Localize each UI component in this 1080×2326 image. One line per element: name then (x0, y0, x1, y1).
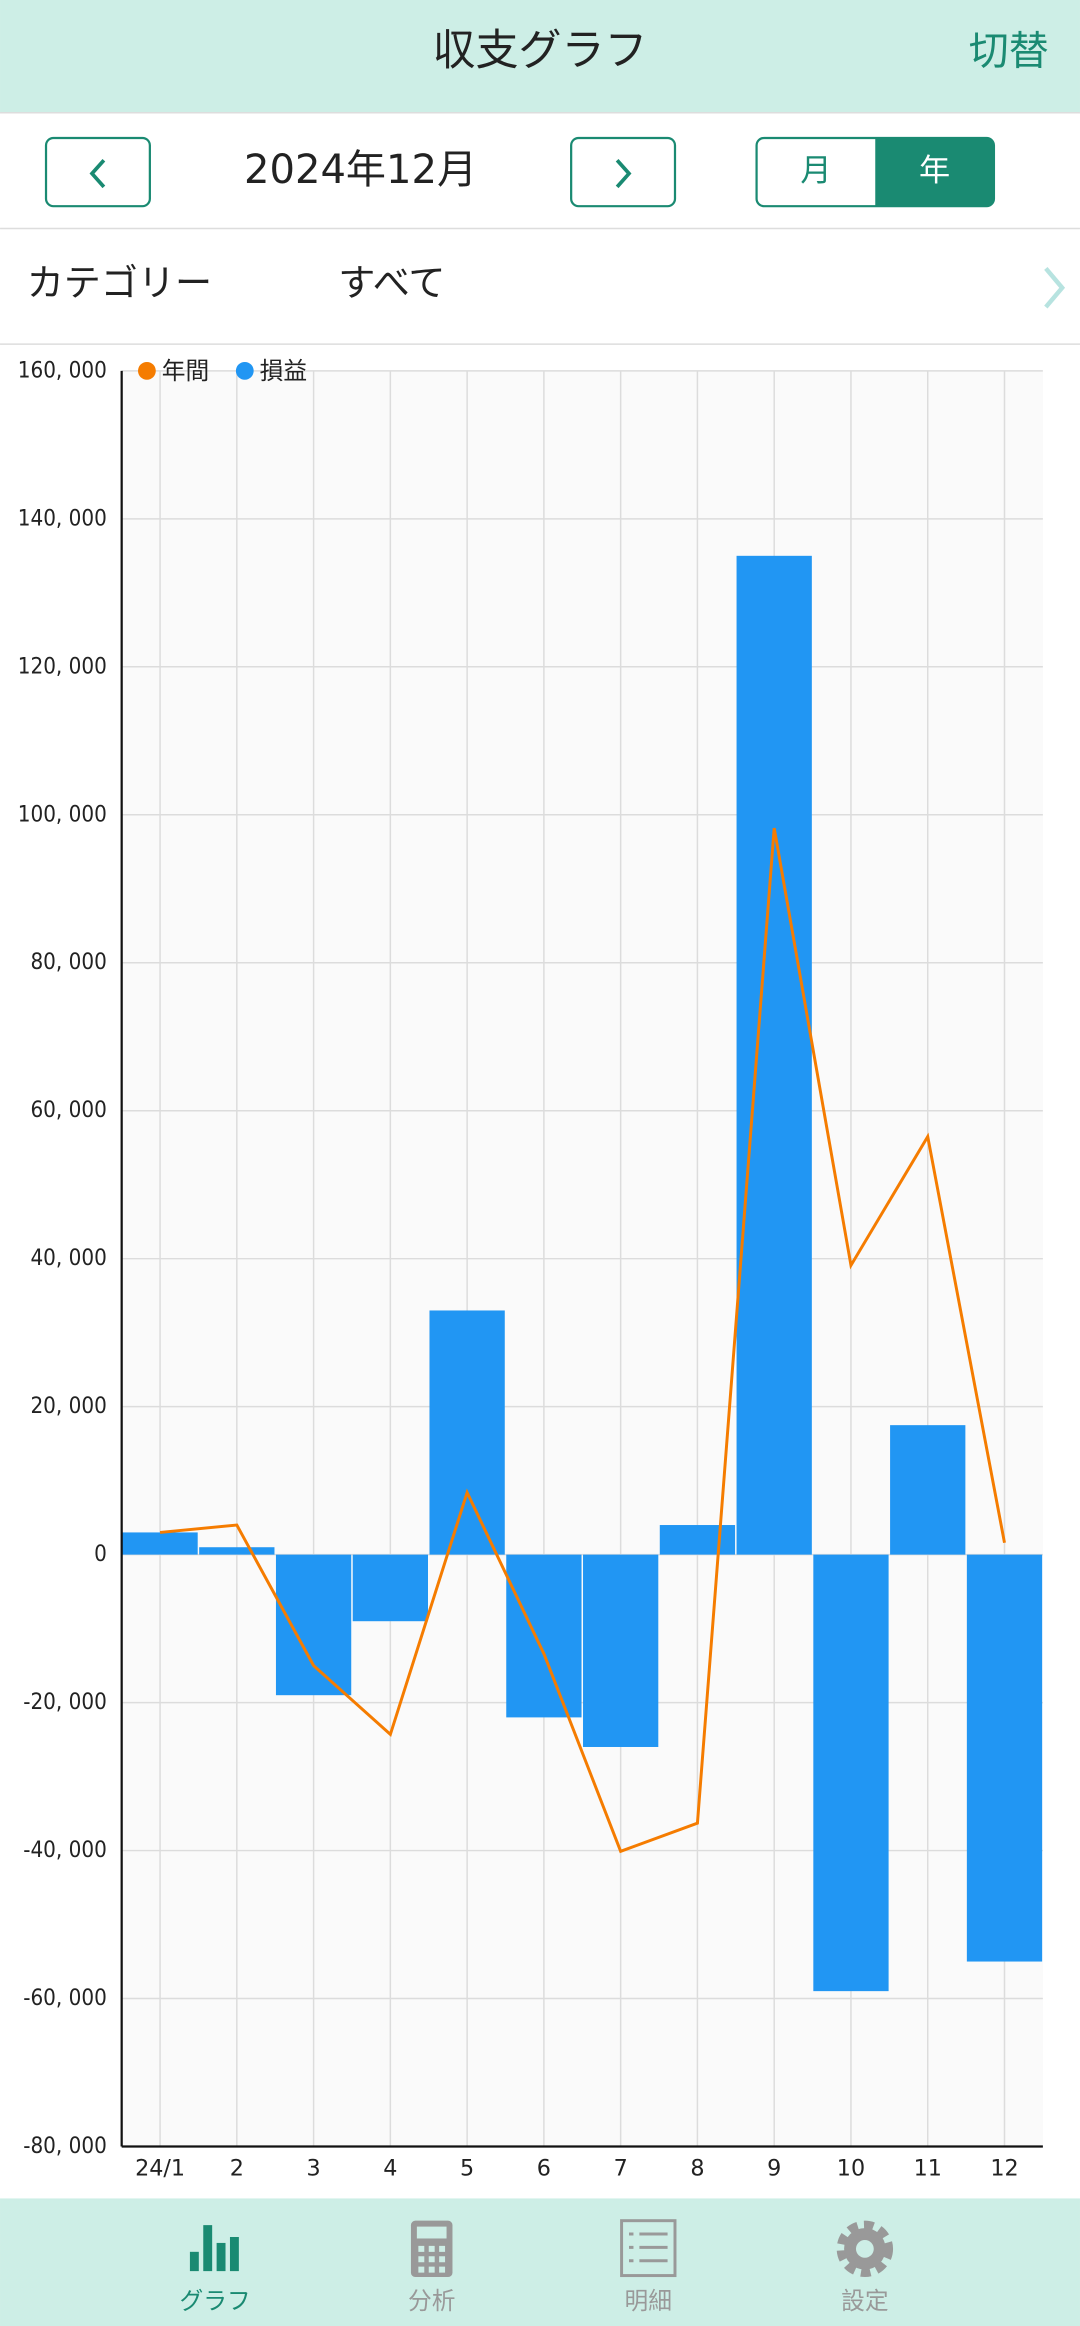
legend-marker (235, 361, 254, 380)
bar (966, 1554, 1043, 1962)
bar (659, 1525, 736, 1555)
tab-icon (203, 2225, 213, 2272)
y-tick-label: 120, 000 (18, 653, 107, 679)
tab-icon (855, 2239, 874, 2258)
tab-icon (629, 2232, 668, 2263)
bar (122, 1532, 198, 1555)
tab-analysis[interactable]: 分析 (408, 2220, 455, 2315)
tab-label: 設定 (841, 2287, 888, 2315)
tab-icon (189, 2251, 199, 2272)
category-filter[interactable]: カテゴリー すべて (27, 261, 1066, 309)
filter-value: すべて (338, 261, 445, 304)
x-tick-label: 24/1 (135, 2155, 185, 2181)
tab-bar (0, 2198, 1080, 2326)
y-tick-label: 100, 000 (18, 801, 107, 827)
bar (352, 1554, 429, 1622)
tab-label: 明細 (625, 2287, 672, 2315)
mode-year[interactable] (875, 137, 994, 207)
y-tick-label: 140, 000 (18, 505, 107, 531)
tab-settings[interactable]: 設定 (836, 2220, 894, 2315)
switch-button[interactable]: 切替 (969, 28, 1049, 74)
x-tick-label: 9 (767, 2155, 781, 2181)
prev-button[interactable] (44, 136, 151, 208)
y-tick-label: 40, 000 (30, 1245, 106, 1271)
tab-icon (216, 2242, 226, 2272)
x-tick-label: 8 (690, 2155, 704, 2181)
x-tick-label: 5 (460, 2155, 474, 2181)
y-tick-label: 20, 000 (30, 1393, 106, 1419)
mode-month-label: 月 (800, 153, 831, 189)
legend-label: 損益 (260, 357, 307, 385)
legend-marker (137, 361, 156, 380)
chart: -80, 000 -60, 000 -40, 000 -20, 000 0 20, 000… (18, 357, 1043, 2181)
x-tick-label: 10 (837, 2155, 865, 2181)
legend-label: 年間 (162, 357, 209, 385)
bar (813, 1554, 889, 1992)
filter-label: カテゴリー (27, 261, 212, 304)
bar (199, 1547, 275, 1555)
x-tick-label: 12 (990, 2155, 1018, 2181)
tab-icon (418, 2245, 446, 2273)
tab-label: 分析 (408, 2287, 455, 2315)
bar (429, 1310, 505, 1555)
mode-year-label: 年 (919, 153, 950, 189)
y-tick-label: -40, 000 (23, 1837, 107, 1863)
prev-icon (89, 158, 106, 189)
header-bar (0, 0, 1080, 113)
bar (275, 1554, 352, 1696)
tab-detail[interactable]: 明細 (620, 2219, 677, 2315)
x-tick-label: 7 (614, 2155, 628, 2181)
y-tick-label: -60, 000 (23, 1985, 107, 2011)
line (159, 827, 1006, 1854)
next-button[interactable] (570, 136, 677, 208)
y-tick-label: -20, 000 (23, 1689, 107, 1715)
tab-icon (229, 2236, 239, 2272)
period-nav: 2024年12月 月 年 (44, 136, 996, 208)
tab-icon (836, 2220, 894, 2278)
tab-icon (416, 2226, 447, 2239)
tab-label: グラフ (180, 2287, 251, 2315)
tab-graph[interactable]: グラフ (180, 2225, 251, 2315)
x-tick-label: 6 (537, 2155, 551, 2181)
bar (583, 1554, 659, 1747)
bar (506, 1554, 582, 1718)
x-tick-label: 2 (230, 2155, 244, 2181)
header-title: 収支グラフ (433, 26, 648, 76)
bar (890, 1425, 966, 1555)
y-tick-label: 0 (94, 1541, 107, 1567)
bar (736, 555, 812, 1555)
next-icon (615, 158, 632, 189)
y-tick-label: 60, 000 (30, 1097, 106, 1123)
x-tick-label: 4 (383, 2155, 397, 2181)
y-tick-label: 80, 000 (30, 949, 106, 975)
y-tick-label: -80, 000 (23, 2133, 107, 2159)
y-tick-label: 160, 000 (18, 357, 107, 383)
tab-icon (620, 2219, 677, 2278)
x-tick-label: 11 (914, 2155, 942, 2181)
period-label: 2024年12月 (244, 147, 477, 193)
x-tick-label: 3 (307, 2155, 321, 2181)
filter-chevron (1044, 267, 1066, 309)
